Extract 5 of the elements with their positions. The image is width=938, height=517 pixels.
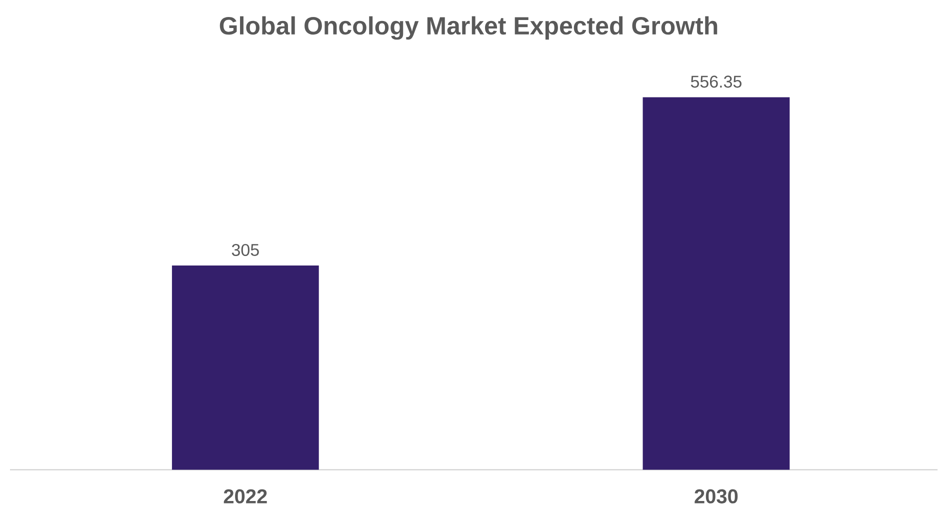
chart-title: Global Oncology Market Expected Growth [220, 16, 718, 40]
x-tick-label: 2022 [224, 489, 267, 504]
data-label: 305 [232, 244, 259, 256]
x-tick-label: 2030 [694, 489, 738, 504]
data-label: 556.35 [690, 76, 742, 88]
